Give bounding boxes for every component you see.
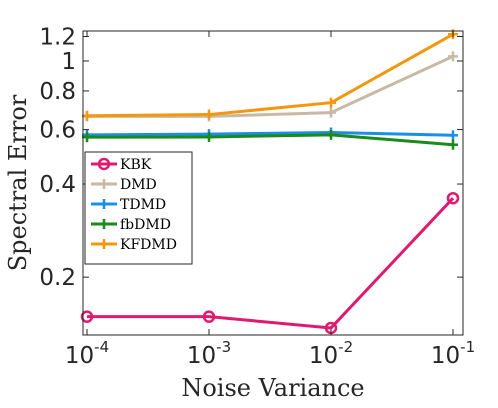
legend-marker [99,199,109,209]
x-tick-label: 10-4 [65,338,109,369]
y-axis-label: Spectral Error [4,94,32,271]
legend-label: KFDMD [120,237,177,253]
data-point-kfdmd-0 [82,110,92,121]
legend-marker [99,179,109,189]
x-tick-label: 10-3 [187,338,231,369]
series-kbk [80,191,460,335]
data-point-dmd-3 [448,51,458,62]
series-line-kfdmd [86,32,454,118]
legend-label: fbDMD [120,217,171,233]
legend-label: DMD [120,177,157,193]
x-tick-label: 10-2 [309,338,353,369]
data-point-kfdmd-1 [204,109,214,120]
x-axis-label: Noise Variance [181,374,364,402]
axes-box [82,30,464,336]
data-point-kbk-1 [202,310,216,323]
legend-item-fbdmd: fbDMD [91,217,171,233]
ticks-layer: 0.2 0.4 0.6 0.8 11.2 10-4 10-3 10-2 10-1 [39,24,475,369]
legend-marker [97,157,111,171]
data-point-fbdmd-3 [448,139,458,150]
data-point-kfdmd-2 [326,97,336,108]
y-tick-label: 0.6 [39,118,76,144]
data-point-fbdmd-0 [82,132,92,143]
data-point-kbk-0 [80,310,94,323]
series-layer [80,29,460,335]
series-line-fbdmd [86,133,454,147]
legend-item-kfdmd: KFDMD [91,237,177,253]
data-point-tdmd-3 [448,130,458,141]
data-point-fbdmd-1 [204,131,214,142]
legend-marker [99,219,109,229]
data-point-kbk-3 [446,191,460,205]
legend-item-dmd: DMD [91,177,157,193]
data-point-fbdmd-2 [326,129,336,140]
y-tick-label: 1.2 [39,24,76,50]
legend-label: TDMD [120,197,166,213]
legend-marker [99,239,109,249]
legend-label: KBK [120,157,152,173]
y-tick-label: 0.4 [39,172,76,198]
legend-item-tdmd: TDMD [91,197,166,213]
legend: KBK DMD TDMD fbDMD KFDMD [84,151,193,265]
data-point-dmd-2 [326,107,336,118]
legend-item-kbk: KBK [91,157,152,173]
series-fbdmd [82,129,458,150]
y-tick-label: 1 [61,49,76,75]
y-tick-label: 0.2 [39,265,76,291]
x-tick-label: 10-1 [431,338,475,369]
series-line-kbk [87,197,455,330]
y-tick-label: 0.8 [39,79,76,105]
series-line-tdmd [86,131,454,137]
